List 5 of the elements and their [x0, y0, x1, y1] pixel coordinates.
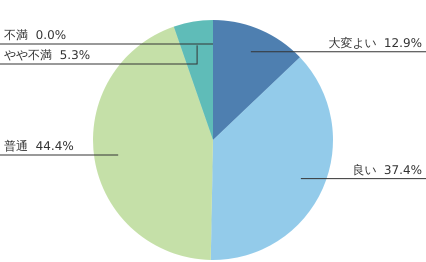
category-label: 不満 0.0%	[4, 28, 66, 42]
slice-label: 良い 37.4%	[352, 162, 422, 177]
slice-label: 大変よい 12.9%	[328, 36, 422, 50]
slice-label: やや不満 5.3%	[4, 48, 90, 62]
slice-label: 普通 44.4%	[4, 139, 74, 154]
